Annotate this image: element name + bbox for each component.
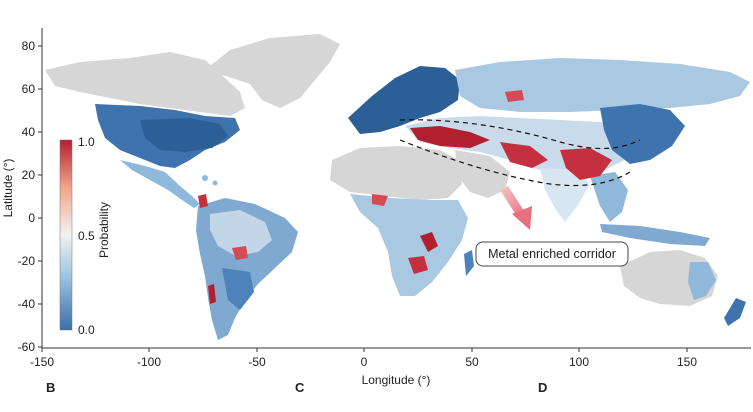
landmass-caribbean [212,180,218,186]
x-axis: -150 -100 -50 0 50 100 150 Longitude (°) [30,348,697,387]
landmass-southeast-asia [590,172,628,222]
x-tick: -100 [137,348,161,369]
y-tick: 0 [28,211,42,225]
landmass-europe [348,66,460,134]
hotspot-andes [208,284,216,304]
x-tick-label: -50 [248,355,266,369]
y-tick-label: 60 [22,82,36,96]
x-tick: -50 [248,348,266,369]
hotspot-west-africa [372,194,388,206]
y-tick: 60 [22,82,42,96]
x-tick: -150 [30,348,54,369]
colorbar-gradient [59,139,73,331]
y-tick-label: 40 [22,125,36,139]
x-tick-label: 150 [677,355,697,369]
y-tick-label: -40 [18,297,36,311]
landmass-north-america-north [45,52,245,116]
panel-label-c: C [295,380,305,395]
y-tick: 80 [22,39,42,53]
x-tick-label: -150 [30,355,54,369]
x-tick: 150 [677,348,697,369]
hotspot-tibet [560,148,612,180]
colorbar: 1.0 0.5 0.0 Probability [59,135,111,337]
panel-label-b: B [46,380,55,395]
landmass-central-america [120,160,200,208]
y-tick-label: 0 [28,211,35,225]
corridor-arrow [500,186,532,230]
landmass-africa-sahara [330,146,462,200]
hotspot-mongolia [505,90,524,102]
corridor-callout: Metal enriched corridor [475,241,629,267]
landmass-africa-south [350,194,468,296]
corridor-callout-text: Metal enriched corridor [488,247,616,261]
corridor-boundaries [399,119,641,187]
landmass-amazon [210,210,272,256]
landmass-indonesia [600,224,710,246]
hotspot-southern-africa [408,256,428,274]
x-tick-label: 50 [465,355,479,369]
y-tick: 40 [22,125,42,139]
landmass-australia-east [688,262,716,300]
arrow-shaft [500,186,526,218]
hotspot-brazil [232,246,248,260]
colorbar-min-label: 0.0 [78,323,95,337]
x-tick: 0 [361,348,368,369]
landmass-greenland [205,34,340,108]
panel-labels: B C D [46,380,547,395]
colorbar-max-label: 1.0 [78,135,95,149]
landmass-india [540,168,590,222]
landmass-south-america-south [222,268,254,310]
colorbar-title: Probability [97,202,111,258]
hotspot-mediterranean [410,126,490,148]
arrow-head [512,206,532,230]
landmass-new-zealand [724,298,746,326]
x-axis-title: Longitude (°) [362,373,431,387]
hotspot-iran [500,142,548,168]
x-tick-label: -100 [137,355,161,369]
landmass-usa-east [140,118,228,152]
colorbar-mid-label: 0.5 [78,229,95,243]
y-tick-label: 20 [22,168,36,182]
panel-label-d: D [538,380,547,395]
corridor-upper-boundary [399,119,641,150]
landmass-caribbean [202,175,208,181]
landmass-arabia [455,150,510,198]
y-tick: 20 [22,168,42,182]
x-tick-label: 0 [361,355,368,369]
hotspot-layer [198,90,612,304]
x-tick: 100 [569,348,589,369]
y-axis-title: Latitude (°) [1,159,15,218]
y-tick: -40 [18,297,42,311]
y-tick-label: -20 [18,254,36,268]
x-tick: 50 [465,348,479,369]
hotspot-central-america [198,194,208,208]
x-tick-label: 100 [569,355,589,369]
landmass-northern-asia [455,58,750,112]
hotspot-east-africa [420,232,438,252]
landmass-east-asia [600,104,685,164]
y-tick-label: -60 [18,340,36,354]
landmass-madagascar [464,250,474,276]
y-tick: -60 [18,340,42,354]
y-axis: 80 60 40 20 0 -20 -40 -60 Lati [1,39,42,354]
y-tick-label: 80 [22,39,36,53]
y-tick: -20 [18,254,42,268]
